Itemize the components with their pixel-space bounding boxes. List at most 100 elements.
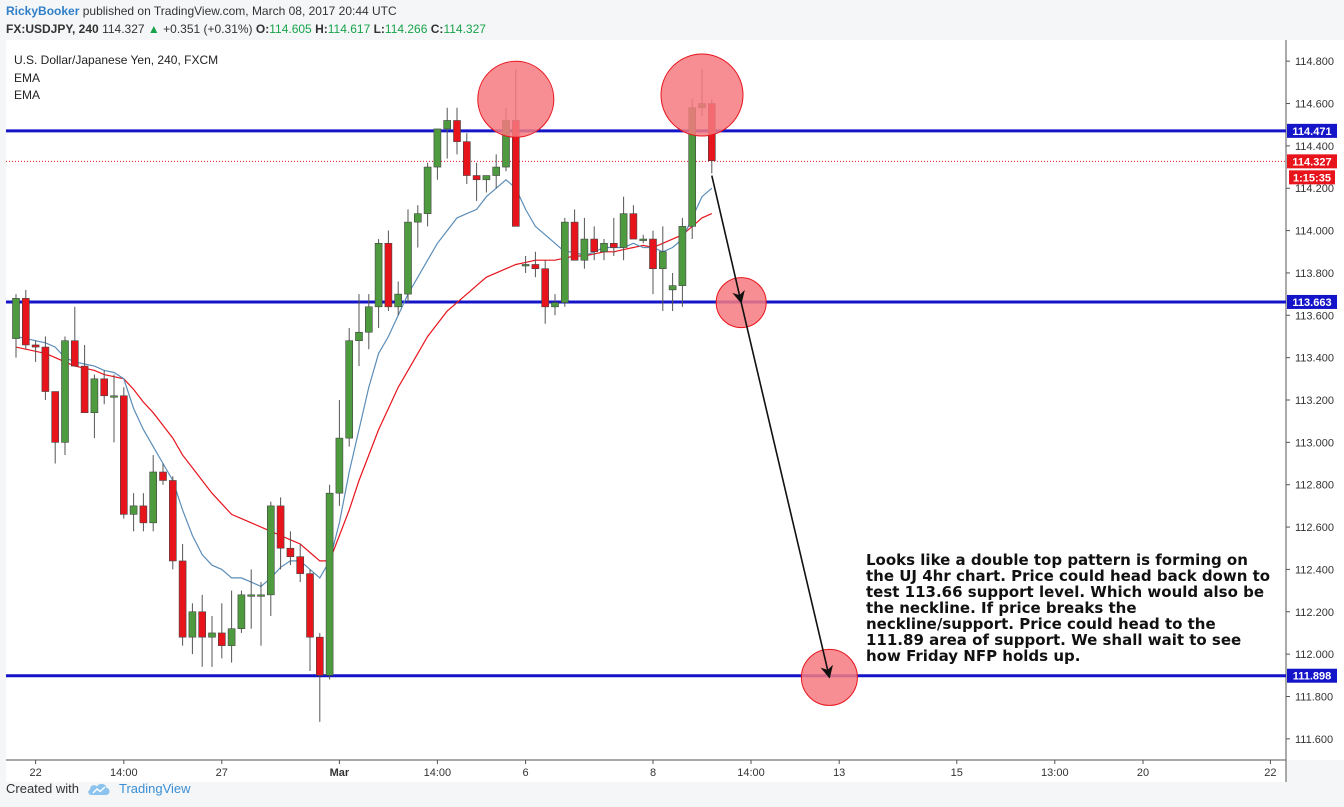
price-change: +0.351 (+0.31%) (163, 22, 253, 36)
candle-body (335, 437, 344, 494)
legend-ema-1[interactable]: EMA (14, 71, 41, 85)
y-tick-label: 113.400 (1295, 353, 1334, 365)
chart-header-line1: RickyBooker published on TradingView.com… (6, 4, 397, 18)
candle-body (345, 340, 354, 439)
x-tick-label: 20 (1137, 767, 1149, 779)
countdown-tag (1289, 170, 1335, 185)
candle-body (149, 471, 157, 524)
x-tick-label: 27 (216, 767, 228, 779)
candle-body (188, 611, 197, 638)
y-tick-label: 114.400 (1295, 141, 1334, 153)
level-price-label: 113.663 (1292, 297, 1331, 309)
candle-body (227, 628, 236, 646)
level-price-tag (1287, 668, 1337, 683)
last-price: 114.327 (102, 22, 145, 36)
close-value: 114.327 (443, 22, 486, 36)
legend-ema-2[interactable]: EMA (14, 88, 41, 102)
candle-body (139, 505, 148, 524)
high-value: 114.617 (327, 22, 371, 36)
y-tick-label: 114.800 (1295, 56, 1334, 68)
candle-body (80, 365, 89, 414)
candle-body (21, 298, 30, 346)
candle-body (649, 238, 657, 270)
candle-body (560, 221, 569, 303)
candle-body (413, 213, 422, 223)
current-price-label: 114.327 (1292, 156, 1331, 168)
candle-body (423, 166, 432, 214)
chart-header-line2: FX:USDJPY, 240 114.327 ▲ +0.351 (+0.31%)… (6, 22, 486, 36)
candle-body (668, 285, 677, 291)
x-tick-label: 22 (29, 767, 41, 779)
candle-body (609, 242, 618, 248)
projection-arrow (711, 175, 745, 304)
tradingview-brand[interactable]: TradingView (118, 781, 191, 796)
candle-body (129, 505, 138, 515)
candle-body (639, 238, 648, 241)
candle-body (472, 175, 481, 181)
candle-body (404, 221, 412, 295)
candle-body (31, 344, 40, 348)
candle-body (306, 573, 314, 638)
candle-body (629, 213, 638, 240)
open-value: 114.605 (269, 22, 312, 36)
x-tick-label: 14:00 (110, 767, 138, 779)
low-label: L: (373, 22, 385, 36)
candle-body (90, 378, 99, 414)
footer: Created with TradingView (6, 781, 191, 796)
y-tick-label: 113.200 (1295, 395, 1334, 407)
candle-body (374, 242, 383, 308)
current-price-tag (1287, 154, 1337, 169)
candle-body (658, 251, 667, 270)
open-label: O: (255, 22, 270, 36)
candle-body (531, 264, 540, 270)
candle-body (257, 594, 265, 597)
candle-body (384, 242, 393, 308)
candle-body (247, 594, 255, 597)
candle-body (296, 556, 305, 574)
candle-body (619, 213, 628, 248)
close-label: C: (430, 22, 444, 36)
y-tick-label: 114.000 (1295, 226, 1334, 238)
high-label: H: (315, 22, 328, 36)
candle-body (198, 611, 206, 638)
annotation-text: Looks like a double top pattern is formi… (866, 551, 1271, 665)
candle-body (394, 293, 403, 308)
tradingview-cloud-icon (88, 783, 110, 795)
level-price-tag (1287, 294, 1337, 309)
candle-body (71, 340, 79, 367)
candle-body (41, 346, 50, 392)
y-tick-label: 113.000 (1295, 437, 1334, 449)
y-tick-label: 114.600 (1295, 99, 1334, 111)
y-tick-label: 111.800 (1295, 691, 1333, 703)
candle-body (541, 268, 550, 308)
candle-body (120, 395, 128, 515)
candle-body (159, 471, 167, 481)
candle-body (276, 505, 285, 549)
candle-body (482, 175, 491, 181)
legend-title: U.S. Dollar/Japanese Yen, 240, FXCM (14, 53, 219, 67)
candle-body (237, 594, 246, 630)
candle-body (551, 302, 559, 308)
candle-body (355, 331, 363, 342)
candle-body (453, 120, 461, 142)
candle-body (178, 560, 187, 638)
candle-body (443, 120, 452, 130)
author-name[interactable]: RickyBooker (6, 4, 80, 18)
candle-body (61, 340, 69, 443)
y-tick-label: 113.600 (1295, 310, 1334, 322)
y-tick-label: 112.800 (1295, 480, 1334, 492)
time-axis (6, 760, 1286, 782)
candle-body (433, 128, 442, 168)
candle-body (325, 492, 334, 676)
up-arrow-icon: ▲ (147, 22, 160, 36)
level-price-label: 111.898 (1293, 671, 1332, 683)
candle-body (100, 378, 108, 397)
candle-body (169, 480, 177, 562)
highlight-circle (660, 53, 744, 137)
x-tick-label: 13 (833, 767, 845, 779)
symbol: FX:USDJPY, 240 (6, 22, 99, 36)
candle-body (492, 166, 501, 176)
candle-body (51, 391, 60, 443)
published-text: published on TradingView.com, March 08, … (82, 4, 397, 18)
